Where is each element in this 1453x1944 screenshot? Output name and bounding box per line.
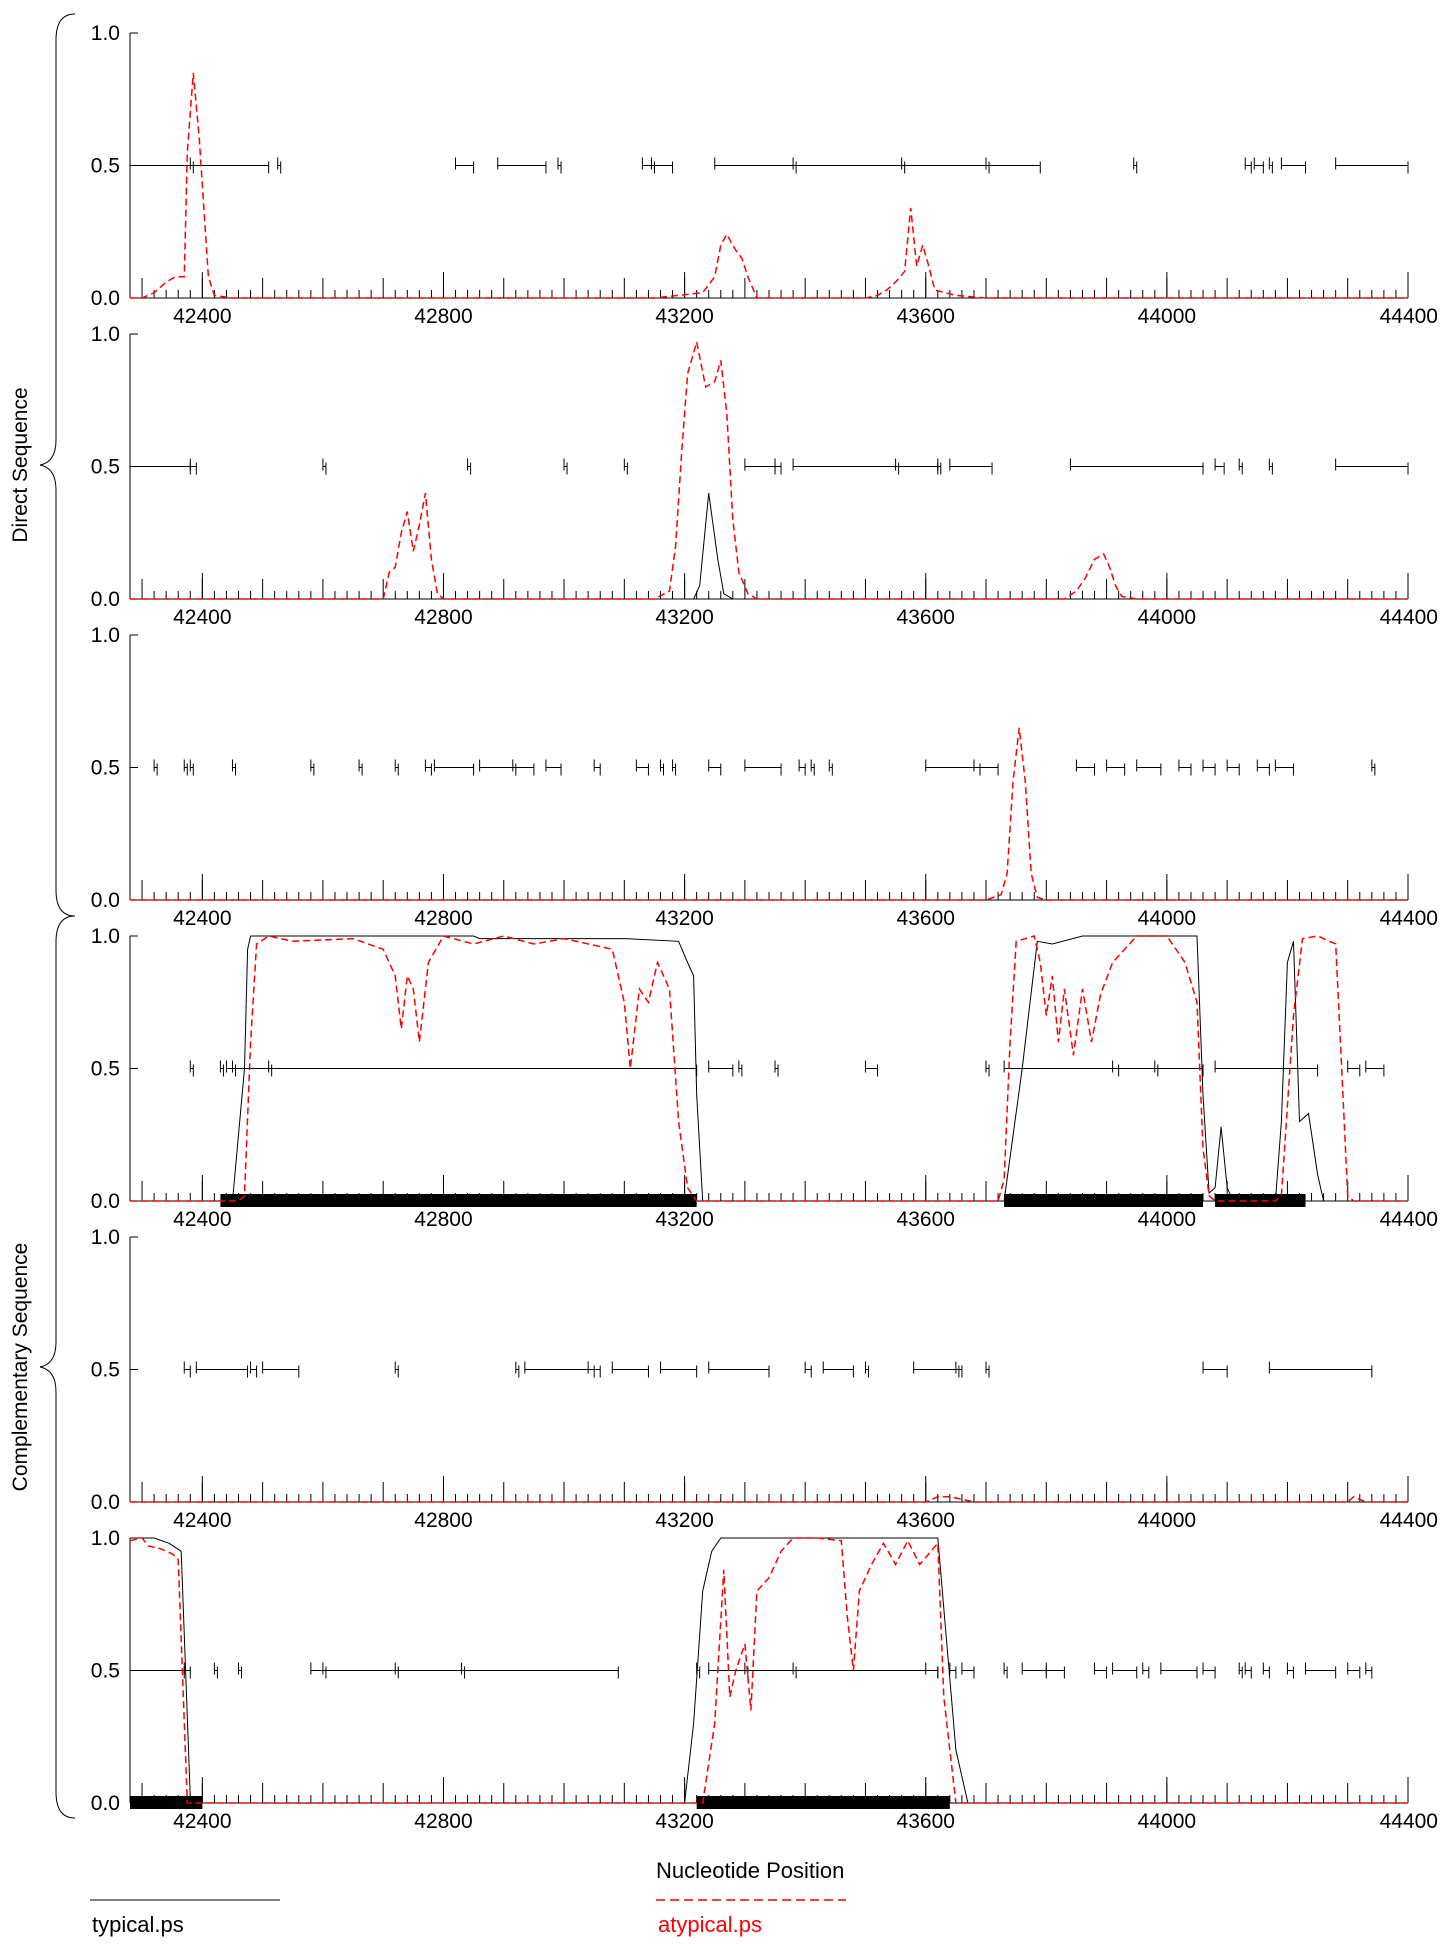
atypical-series-line bbox=[129, 1537, 1408, 1804]
y-tick-label: 1.0 bbox=[91, 1226, 120, 1249]
complementary-sequence-label: Complementary Sequence bbox=[9, 1243, 32, 1492]
y-tick-label: 0.0 bbox=[91, 1491, 120, 1514]
x-tick-label: 42800 bbox=[414, 606, 472, 629]
x-tick-label: 44400 bbox=[1380, 305, 1438, 328]
legend-typical-label: typical.ps bbox=[92, 1912, 184, 1937]
x-tick-label: 42800 bbox=[414, 907, 472, 930]
orf-lines bbox=[129, 1662, 1373, 1679]
orf-lines bbox=[183, 1361, 1373, 1378]
x-tick-label: 42400 bbox=[173, 305, 231, 328]
legend-atypical-label: atypical.ps bbox=[658, 1912, 762, 1937]
y-tick-label: 0.0 bbox=[91, 287, 120, 310]
direct-sequence-label: Direct Sequence bbox=[9, 387, 32, 542]
sequence-groups: Direct Sequence Complementary Sequence bbox=[9, 13, 76, 1819]
atypical-series-line bbox=[130, 1495, 1408, 1503]
x-tick-label: 43200 bbox=[655, 305, 713, 328]
x-tick-label: 44400 bbox=[1380, 1810, 1438, 1833]
coding-region-bar bbox=[130, 1796, 203, 1809]
y-tick-label: 0.0 bbox=[91, 588, 120, 611]
x-tick-label: 42400 bbox=[173, 907, 231, 930]
x-tick-label: 44000 bbox=[1138, 1509, 1196, 1532]
atypical-series-line bbox=[130, 341, 1408, 600]
x-tick-label: 42800 bbox=[414, 1810, 472, 1833]
x-tick-label: 44400 bbox=[1380, 1208, 1438, 1231]
orf-lines bbox=[189, 1060, 1385, 1077]
x-tick-label: 43600 bbox=[897, 1509, 955, 1532]
y-tick-label: 0.5 bbox=[91, 757, 120, 780]
y-tick-label: 0.0 bbox=[91, 1792, 120, 1815]
direct-sequence-brace bbox=[39, 13, 76, 917]
y-tick-label: 1.0 bbox=[91, 22, 120, 45]
panel-1: 0.0 0.5 1.0 42400 42800 43200 43600 44000 44400 bbox=[91, 22, 1438, 328]
coding-region-bar bbox=[696, 1796, 950, 1809]
orf-lines bbox=[129, 458, 1409, 475]
x-tick-label: 44400 bbox=[1380, 1509, 1438, 1532]
x-tick-label: 42800 bbox=[414, 305, 472, 328]
coding-region-bar bbox=[220, 1194, 697, 1207]
x-tick-label: 42800 bbox=[414, 1509, 472, 1532]
panel-5: 0.0 0.5 1.0 42400 42800 43200 43600 44000 44400 bbox=[91, 1226, 1438, 1532]
legend: typical.ps atypical.ps bbox=[90, 1899, 846, 1937]
coding-region-bar bbox=[1004, 1194, 1204, 1207]
x-tick-label: 42400 bbox=[173, 1810, 231, 1833]
y-tick-label: 0.5 bbox=[91, 155, 120, 178]
x-tick-label: 43600 bbox=[897, 305, 955, 328]
panel-4: 0.0 0.5 1.0 42400 42800 43200 43600 44000 44400 bbox=[91, 925, 1438, 1231]
y-tick-label: 0.0 bbox=[91, 1190, 120, 1213]
panel-3: 0.0 0.5 1.0 42400 42800 43200 43600 44000 44400 bbox=[91, 624, 1438, 930]
complementary-sequence-brace bbox=[39, 915, 76, 1819]
x-tick-label: 43600 bbox=[897, 1810, 955, 1833]
x-tick-label: 43600 bbox=[897, 907, 955, 930]
y-tick-label: 1.0 bbox=[91, 925, 120, 948]
y-tick-label: 0.5 bbox=[91, 1660, 120, 1683]
x-tick-label: 43200 bbox=[655, 1509, 713, 1532]
orf-lines bbox=[129, 157, 1409, 174]
panel-6: 0.0 0.5 1.0 42400 42800 43200 43600 44000 44400 bbox=[91, 1527, 1438, 1833]
x-tick-label: 43600 bbox=[897, 606, 955, 629]
x-axis-label: Nucleotide Position bbox=[656, 1858, 844, 1883]
typical-series-line bbox=[130, 1537, 1408, 1804]
x-tick-label: 43200 bbox=[655, 907, 713, 930]
typical-series-line bbox=[130, 492, 1408, 600]
atypical-series-line bbox=[130, 727, 1408, 901]
x-tick-label: 42400 bbox=[173, 606, 231, 629]
x-tick-label: 42400 bbox=[173, 1208, 231, 1231]
y-tick-label: 1.0 bbox=[91, 323, 120, 346]
x-tick-label: 44000 bbox=[1138, 907, 1196, 930]
y-tick-label: 0.5 bbox=[91, 1359, 120, 1382]
x-tick-label: 43200 bbox=[655, 1208, 713, 1231]
y-tick-label: 1.0 bbox=[91, 1527, 120, 1550]
x-tick-label: 43200 bbox=[655, 1810, 713, 1833]
x-tick-label: 42800 bbox=[414, 1208, 472, 1231]
typical-series-line bbox=[130, 935, 1408, 1202]
x-tick-label: 44000 bbox=[1138, 1810, 1196, 1833]
panel-2: 0.0 0.5 1.0 42400 42800 43200 43600 44000 44400 bbox=[91, 323, 1438, 629]
x-tick-label: 44400 bbox=[1380, 606, 1438, 629]
x-tick-label: 43200 bbox=[655, 606, 713, 629]
orf-lines bbox=[153, 759, 1376, 776]
x-tick-label: 43600 bbox=[897, 1208, 955, 1231]
atypical-series-line bbox=[130, 72, 1408, 299]
x-tick-label: 44000 bbox=[1138, 305, 1196, 328]
x-tick-label: 44400 bbox=[1380, 907, 1438, 930]
x-tick-label: 44000 bbox=[1138, 1208, 1196, 1231]
y-tick-label: 0.5 bbox=[91, 1058, 120, 1081]
y-tick-label: 1.0 bbox=[91, 624, 120, 647]
x-tick-label: 44000 bbox=[1138, 606, 1196, 629]
x-tick-label: 42400 bbox=[173, 1509, 231, 1532]
y-tick-label: 0.0 bbox=[91, 889, 120, 912]
y-tick-label: 0.5 bbox=[91, 456, 120, 479]
